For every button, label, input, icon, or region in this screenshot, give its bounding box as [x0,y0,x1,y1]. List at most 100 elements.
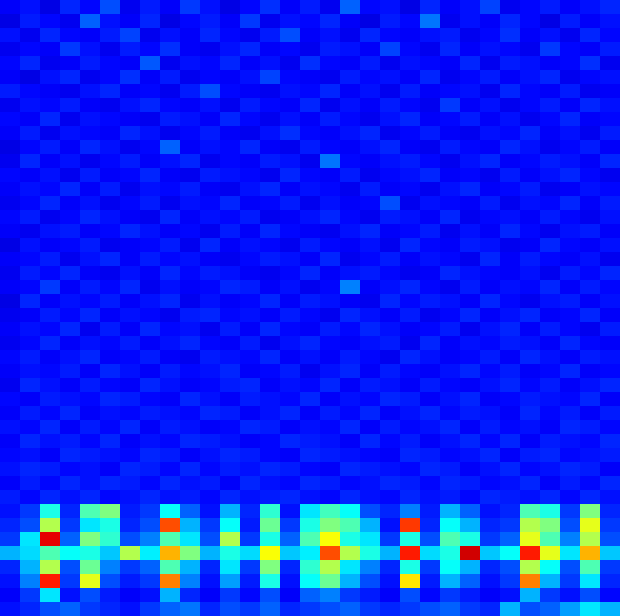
cell [160,462,181,477]
cell [120,350,141,365]
cell [440,56,461,71]
cell [40,168,61,183]
cell [380,364,401,379]
cell [20,602,41,616]
cell [400,224,421,239]
cell [140,448,161,463]
cell [380,140,401,155]
cell [160,308,181,323]
cell [140,504,161,519]
cell [60,238,81,253]
cell [120,238,141,253]
cell [80,252,101,267]
cell [160,602,181,616]
cell [240,504,261,519]
cell [420,308,441,323]
cell [300,490,321,505]
cell [360,238,381,253]
cell [160,322,181,337]
cell [160,140,181,155]
cell [480,168,501,183]
cell [80,378,101,393]
cell [580,28,601,43]
cell [380,518,401,533]
cell [320,406,341,421]
cell [220,112,241,127]
cell [260,140,281,155]
cell [220,140,241,155]
cell [80,308,101,323]
cell [200,462,221,477]
cell [420,154,441,169]
cell [140,532,161,547]
cell [0,532,21,547]
cell [200,182,221,197]
cell [480,238,501,253]
cell [360,462,381,477]
cell [340,84,361,99]
cell [360,56,381,71]
cell [600,336,620,351]
cell [440,28,461,43]
cell [540,588,561,603]
cell [240,308,261,323]
cell [320,476,341,491]
cell [380,28,401,43]
cell [440,420,461,435]
cell [500,266,521,281]
cell [600,560,620,575]
cell [480,126,501,141]
cell [380,252,401,267]
cell [340,560,361,575]
cell [500,112,521,127]
cell [280,588,301,603]
cell [540,280,561,295]
cell [300,378,321,393]
cell [460,448,481,463]
cell [40,490,61,505]
cell [180,42,201,57]
cell [540,504,561,519]
cell [20,238,41,253]
cell [500,574,521,589]
cell [380,588,401,603]
cell [380,210,401,225]
cell [220,476,241,491]
cell [360,350,381,365]
cell [340,42,361,57]
cell [100,560,121,575]
cell [360,252,381,267]
cell [320,462,341,477]
cell [120,448,141,463]
cell [480,364,501,379]
cell [260,238,281,253]
cell [460,28,481,43]
cell [340,322,361,337]
cell [600,14,620,29]
cell [380,280,401,295]
cell [20,252,41,267]
cell [560,182,581,197]
cell [320,252,341,267]
cell [240,238,261,253]
cell [560,322,581,337]
cell [200,140,221,155]
cell [560,434,581,449]
cell [480,252,501,267]
cell [180,112,201,127]
cell [60,70,81,85]
cell [460,490,481,505]
cell [500,532,521,547]
cell [160,238,181,253]
cell [340,574,361,589]
cell [60,476,81,491]
cell [400,588,421,603]
cell [440,406,461,421]
cell [600,490,620,505]
cell [420,574,441,589]
cell [320,420,341,435]
cell [20,462,41,477]
cell [460,350,481,365]
cell [480,476,501,491]
cell [580,224,601,239]
